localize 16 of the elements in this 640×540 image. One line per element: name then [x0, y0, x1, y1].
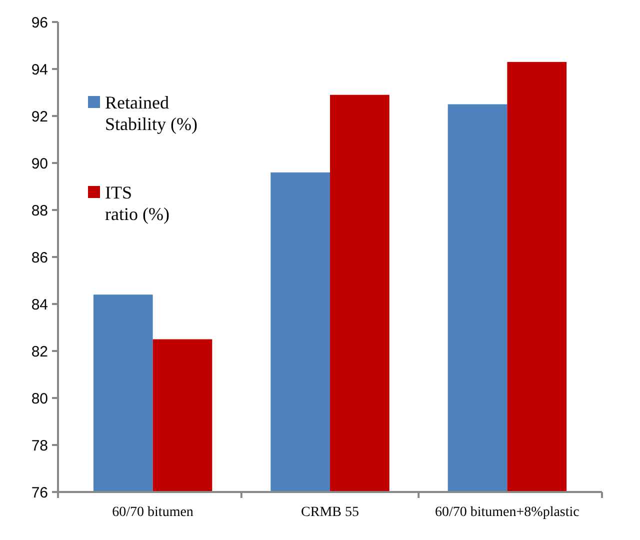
y-tick-label: 82 [31, 343, 48, 360]
y-tick-label: 94 [31, 61, 48, 78]
y-tick-label: 92 [31, 108, 48, 126]
y-tick-label: 96 [31, 14, 48, 32]
y-tick-label: 80 [31, 390, 48, 408]
legend-label: ITS ratio (%) [105, 182, 170, 224]
x-tick-label: CRMB 55 [301, 505, 359, 520]
y-tick-label: 86 [31, 249, 48, 266]
x-tick-label: 60/70 bitumen [112, 505, 194, 520]
y-tick-label: 90 [31, 155, 48, 172]
y-tick-label: 88 [31, 202, 48, 220]
x-tick-label: 60/70 bitumen+8%plastic [435, 505, 580, 520]
legend-label: Retained Stability (%) [105, 92, 198, 134]
y-tick-label: 78 [31, 437, 48, 454]
y-tick-label: 84 [31, 296, 48, 314]
y-tick-label: 76 [31, 484, 48, 502]
